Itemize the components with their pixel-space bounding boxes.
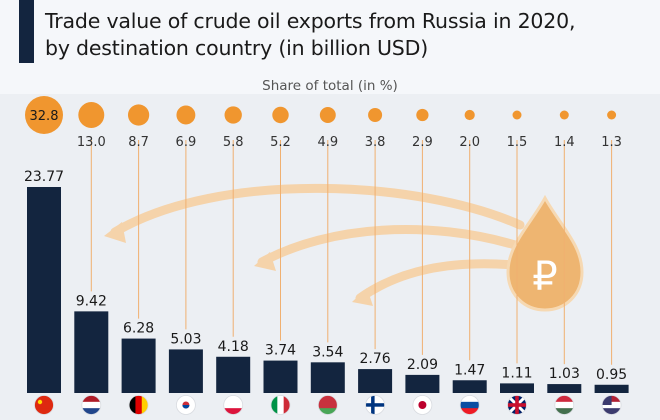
flag-hungary-icon [554,395,574,415]
value-label: 0.95 [596,367,627,383]
flag-border [317,395,338,415]
flag-netherlands-icon [81,395,101,415]
share-label: 6.9 [176,135,197,150]
flag-finland-icon [365,395,385,415]
share-bubble [368,107,383,123]
share-bubble [78,102,105,128]
oil-drop-icon [506,194,584,312]
bar-united-states [594,384,629,393]
chart-title: Trade value of crude oil exports from Ru… [45,8,575,62]
title-accent-bar [19,0,34,63]
flag-border [223,395,244,415]
share-label: 3.8 [365,135,386,150]
value-label: 2.09 [407,357,438,373]
value-label: 1.11 [501,365,532,381]
share-label: 4.9 [317,135,338,150]
share-label: 1.3 [601,135,622,150]
share-bubble [319,107,336,123]
flag-slovakia-icon [460,395,480,415]
share-bubble [272,106,289,124]
value-label: 2.76 [360,351,391,367]
flag-china-icon [34,395,54,415]
title-line-2: by destination country (in billion USD) [45,36,429,60]
share-bubble [512,110,522,120]
bar-italy [263,360,298,393]
bar-slovakia [452,380,487,393]
bar-japan [405,374,440,393]
flow-arrow-0 [110,183,525,237]
flag-border [128,395,149,415]
flag-united-states-icon [602,395,622,415]
flag-japan-icon [412,395,432,415]
flag-border [34,395,54,415]
flag-belarus-icon [318,395,338,415]
share-bubble [224,106,242,124]
title-line-1: Trade value of crude oil exports from Ru… [45,9,576,33]
value-label: 6.28 [123,321,154,337]
value-label: 3.54 [312,344,343,360]
ruble-symbol-icon: ₽ [532,254,557,300]
value-label: 1.03 [549,366,580,382]
share-bubble [607,110,617,120]
value-label: 23.77 [24,169,64,185]
share-bubble [416,108,429,122]
share-subtitle: Share of total (in %) [262,78,398,94]
flag-border [554,395,575,415]
flag-border [507,395,527,415]
flow-arrow-2 [355,259,520,303]
flow-arrow-1 [257,225,520,267]
bar-united-kingdom [500,383,534,393]
flag-united-kingdom-icon [507,395,527,415]
share-label: 1.5 [507,135,528,150]
share-label: 5.8 [223,135,244,150]
flag-germany-icon [129,395,149,415]
value-label: 3.74 [265,343,296,359]
bar-south-korea [168,349,203,393]
bar-belarus [310,362,345,393]
bar-hungary [547,384,582,393]
flag-border [81,395,102,415]
bar-finland [358,369,393,393]
value-label: 4.18 [218,339,249,355]
value-label: 1.47 [454,362,485,378]
flag-border [270,395,291,415]
flag-border [412,395,433,415]
share-bubble [25,96,63,134]
arrow-head-icon [254,252,276,271]
share-label: 8.7 [128,135,149,150]
value-label: 9.42 [76,293,107,309]
share-label: 32.8 [30,109,59,124]
share-bubble [559,110,569,120]
share-label: 2.0 [459,135,480,150]
share-bubble [464,109,475,121]
flag-border [601,395,622,415]
share-label: 13.0 [77,135,106,150]
flag-border [459,395,480,415]
arrow-head-icon [104,222,126,243]
flag-poland-icon [223,395,243,415]
share-bubble [127,104,150,126]
bar-germany [121,338,156,393]
share-label: 5.2 [270,135,291,150]
bar-china [27,187,61,393]
value-label: 5.03 [170,331,201,347]
share-bubble [176,105,196,125]
share-label: 2.9 [412,135,433,150]
bar-poland [216,356,251,393]
flag-border [365,395,386,415]
flag-border [175,395,196,415]
share-label: 1.4 [554,135,575,150]
flag-south-korea-icon [176,395,196,415]
flag-italy-icon [271,395,290,415]
arrow-head-icon [352,288,373,306]
bar-netherlands [74,311,109,393]
